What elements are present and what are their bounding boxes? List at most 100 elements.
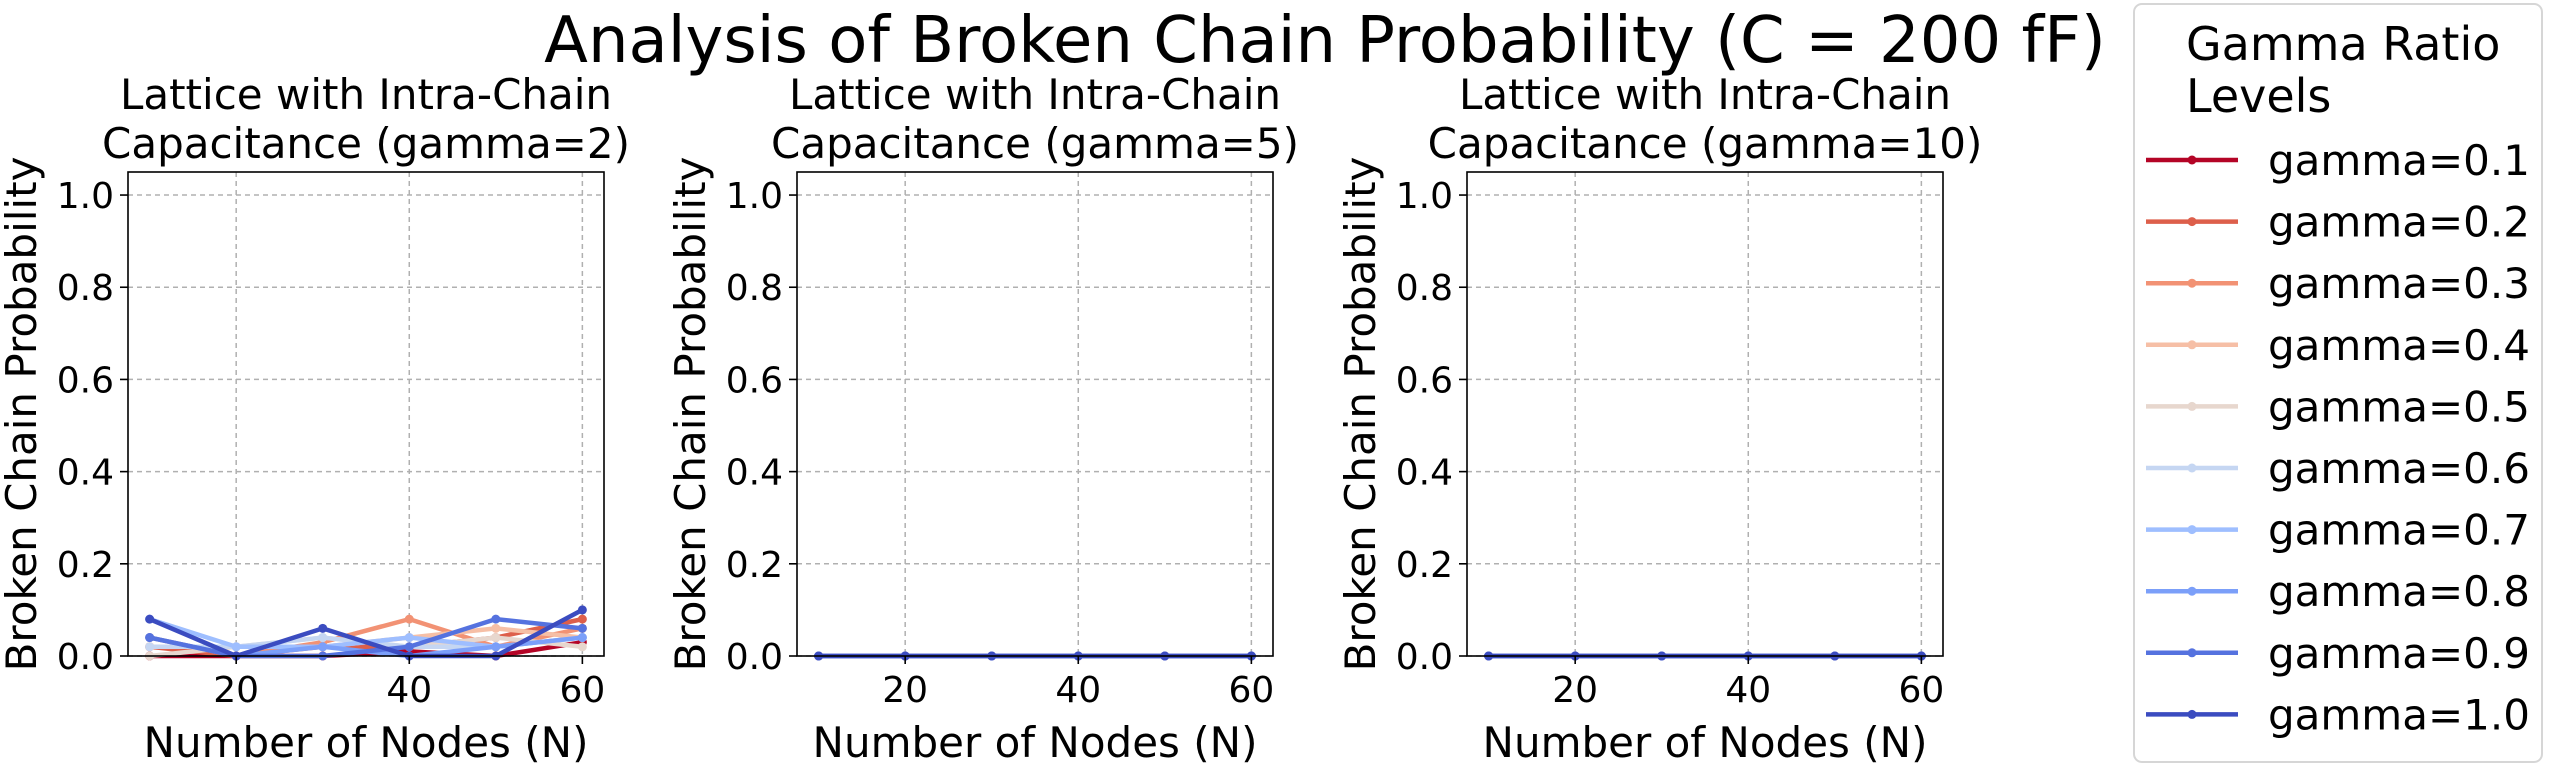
data-point-gamma=0.9-n60	[577, 623, 587, 633]
legend-item: gamma=0.2	[2146, 198, 2530, 247]
y-tick-label: 0.4	[1396, 453, 1453, 494]
legend-title-line1: Gamma Ratio	[2186, 17, 2500, 71]
y-tick-label: 0.2	[57, 545, 114, 586]
legend-swatch-marker	[2187, 340, 2197, 350]
subplot-3: 20 40 60 0.0 0.2 0.4 0.6 0.8 1.0 Number of Nodes …	[1336, 70, 1982, 767]
legend-item-label: gamma=0.1	[2268, 136, 2530, 185]
x-tick-label: 20	[882, 670, 928, 711]
y-tick-label: 0.8	[1396, 268, 1453, 309]
plots-area: 20 40 60 0.0 0.2 0.4 0.6 0.8 1.0 Number of Nodes …	[0, 70, 1982, 767]
y-tick-label: 0.6	[726, 360, 783, 401]
legend-title-line2: Levels	[2186, 69, 2331, 123]
x-tick-label: 20	[213, 670, 259, 711]
legend-item-label: gamma=0.6	[2268, 444, 2530, 493]
data-point-gamma=0.8-n60	[577, 633, 587, 643]
series-line-gamma=1.0	[147, 607, 585, 659]
subplot-title-line1: Lattice with Intra-Chain	[120, 70, 612, 119]
legend-item-label: gamma=0.5	[2268, 382, 2530, 431]
subplot-title-line2: Capacitance (gamma=10)	[1428, 119, 1983, 168]
axes-frame	[796, 171, 1274, 657]
y-tick-label: 0.0	[57, 637, 114, 678]
data-point-gamma=1.0-n60	[577, 605, 587, 615]
subplot-title-line2: Capacitance (gamma=2)	[102, 119, 630, 168]
legend-swatch-marker	[2187, 709, 2197, 719]
legend-item-label: gamma=0.2	[2268, 198, 2530, 247]
subplot-title-line1: Lattice with Intra-Chain	[789, 70, 1281, 119]
data-point-gamma=0.5-n60	[577, 642, 587, 652]
legend-item: gamma=0.1	[2146, 136, 2530, 185]
legend-swatch-marker	[2187, 278, 2197, 288]
legend-item: gamma=0.3	[2146, 259, 2530, 308]
y-tick-label: 1.0	[57, 176, 114, 217]
data-point-gamma=0.2-n60	[577, 614, 587, 624]
legend-item: gamma=0.5	[2146, 382, 2530, 431]
x-tick-label: 40	[1055, 670, 1101, 711]
axes-frame	[127, 171, 605, 657]
legend-item: gamma=0.4	[2146, 321, 2530, 370]
legend-item-label: gamma=0.4	[2268, 321, 2530, 370]
y-tick-label: 1.0	[1396, 176, 1453, 217]
legend-swatch-marker	[2187, 463, 2197, 473]
y-axis-label: Broken Chain Probability	[1336, 157, 1385, 672]
y-tick-label: 1.0	[726, 176, 783, 217]
subplot-title-line1: Lattice with Intra-Chain	[1459, 70, 1951, 119]
data-point-gamma=0.5-n50	[491, 633, 501, 643]
axes-frame	[1466, 171, 1944, 657]
data-point-gamma=0.6-n10	[145, 642, 155, 652]
data-point-gamma=1.0-n10	[145, 614, 155, 624]
legend-swatch-marker	[2187, 586, 2197, 596]
y-axis-label: Broken Chain Probability	[0, 157, 46, 672]
figure-title: Analysis of Broken Chain Probability (C …	[544, 4, 2106, 78]
legend-frame	[2133, 3, 2543, 763]
data-point-gamma=0.3-n40	[404, 614, 414, 624]
data-point-gamma=0.8-n50	[491, 642, 501, 652]
y-tick-label: 0.2	[726, 545, 783, 586]
y-tick-label: 0.0	[726, 637, 783, 678]
y-tick-label: 0.6	[57, 360, 114, 401]
subplot-2: 20 40 60 0.0 0.2 0.4 0.6 0.8 1.0 Number of Nodes …	[666, 70, 1299, 767]
data-point-gamma=0.9-n10	[145, 633, 155, 643]
x-axis-label: Number of Nodes (N)	[144, 718, 589, 767]
legend-item-label: gamma=0.7	[2268, 506, 2530, 555]
y-tick-label: 0.6	[1396, 360, 1453, 401]
legend-item: gamma=1.0	[2146, 690, 2530, 739]
y-tick-label: 0.4	[57, 453, 114, 494]
legend-item-label: gamma=0.3	[2268, 259, 2530, 308]
x-tick-label: 60	[1898, 670, 1944, 711]
legend-swatch-marker	[2187, 648, 2197, 658]
x-tick-label: 20	[1552, 670, 1598, 711]
y-tick-label: 0.4	[726, 453, 783, 494]
data-point-gamma=0.9-n40	[404, 642, 414, 652]
data-point-gamma=1.0-n30	[318, 623, 328, 633]
x-tick-label: 40	[386, 670, 432, 711]
subplot-1: 20 40 60 0.0 0.2 0.4 0.6 0.8 1.0 Number of Nodes …	[0, 70, 630, 767]
legend-item: gamma=0.7	[2146, 506, 2530, 555]
y-tick-label: 0.8	[726, 268, 783, 309]
data-point-gamma=0.9-n50	[491, 614, 501, 624]
data-point-gamma=0.7-n20	[231, 642, 241, 652]
legend-swatch-marker	[2187, 155, 2197, 165]
x-axis-label: Number of Nodes (N)	[813, 718, 1258, 767]
legend-item: gamma=0.8	[2146, 567, 2530, 616]
subplot-title-line2: Capacitance (gamma=5)	[771, 119, 1299, 168]
legend-swatch-marker	[2187, 217, 2197, 227]
x-axis-label: Number of Nodes (N)	[1483, 718, 1928, 767]
legend-item-label: gamma=0.9	[2268, 629, 2530, 678]
data-point-gamma=0.8-n30	[318, 642, 328, 652]
series-line-gamma=0.9	[147, 616, 585, 659]
data-point-gamma=0.4-n50	[491, 623, 501, 633]
x-tick-label: 40	[1725, 670, 1771, 711]
y-axis-label: Broken Chain Probability	[666, 157, 715, 672]
x-tick-label: 60	[559, 670, 605, 711]
y-tick-label: 0.2	[1396, 545, 1453, 586]
legend-swatch-marker	[2187, 525, 2197, 535]
y-tick-label: 0.8	[57, 268, 114, 309]
legend-item: gamma=0.9	[2146, 629, 2530, 678]
legend-item-label: gamma=0.8	[2268, 567, 2530, 616]
legend-item: gamma=0.6	[2146, 444, 2530, 493]
data-point-gamma=0.6-n30	[318, 633, 328, 643]
y-tick-label: 0.0	[1396, 637, 1453, 678]
data-point-gamma=0.7-n40	[404, 633, 414, 643]
